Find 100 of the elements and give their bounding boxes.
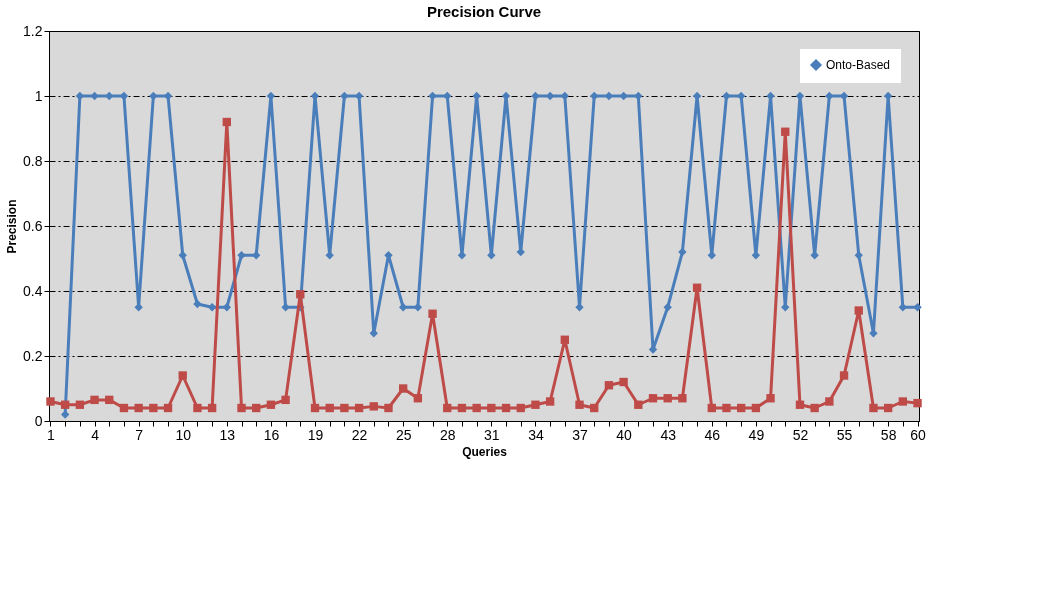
point [105,395,114,405]
point [178,371,187,380]
point [590,403,599,413]
point [134,403,143,413]
point [575,303,584,312]
x-tick-label: 46 [704,426,721,443]
point [60,410,70,419]
point [457,403,467,413]
x-tick-label: 43 [660,426,677,443]
y-tick-label: 0.6 [23,217,43,234]
x-tick-label: 13 [219,426,236,443]
point [207,303,217,312]
point [766,394,775,403]
point [193,403,202,413]
y-tick-label: 1 [34,87,43,104]
point [443,403,452,413]
point [369,402,378,411]
point [119,403,129,413]
point [163,403,173,413]
y-axis-title: Precision [5,199,20,254]
x-tick-label: 16 [263,426,280,443]
point [46,397,55,406]
point [428,309,437,318]
x-tick-label: 31 [484,426,500,443]
point [60,400,70,409]
point [751,403,761,413]
point [266,400,276,409]
point [296,290,305,299]
point [619,91,628,101]
point [854,251,863,260]
point [839,371,849,380]
point [678,394,687,403]
point [207,403,217,413]
point [487,251,496,260]
chart-title: Precision Curve [426,3,542,20]
point [869,403,878,413]
point [722,403,731,413]
y-tick-label: 0.2 [23,347,43,364]
x-tick-label: 49 [748,426,765,443]
point [178,251,187,260]
x-tick-label: 25 [395,426,412,443]
point [501,403,511,413]
point [604,381,614,390]
point [310,403,320,413]
point [325,403,334,413]
point [325,251,334,260]
point [472,403,481,413]
point [398,303,408,312]
point [354,403,364,413]
point [560,91,570,101]
point [237,251,246,260]
point [692,283,702,292]
point [678,247,687,257]
x-tick-label: 1 [47,426,56,443]
point [531,91,540,101]
point [810,403,819,413]
point [722,91,731,101]
point [781,303,790,312]
point [545,397,555,406]
point [531,400,540,409]
point [810,251,819,260]
x-tick-label: 58 [880,426,897,443]
x-tick-label: 4 [91,426,100,443]
x-tick-label: 34 [528,426,544,443]
x-tick-label: 28 [439,426,456,443]
y-tick-label: 0.4 [23,282,43,299]
point [663,303,672,312]
point [825,397,834,406]
x-tick-label: 52 [792,426,809,443]
x-tick-label: 7 [135,426,144,443]
point [149,403,158,413]
point [648,394,658,403]
point [663,394,672,403]
point [575,400,584,409]
point [795,400,805,409]
point [707,403,716,413]
point [105,91,114,101]
x-tick-label: 37 [572,426,589,443]
point [825,91,834,101]
point [281,395,290,405]
point [252,403,261,413]
point [707,251,716,260]
point [281,303,290,312]
x-tick-label: 40 [616,426,633,443]
x-tick-label: 60 [910,426,927,443]
x-tick-label: 10 [175,426,192,443]
point [751,251,761,260]
point [384,403,393,413]
point [428,91,437,101]
point [222,117,231,127]
point [590,91,599,101]
point [854,306,863,315]
point [413,303,423,312]
x-tick-label: 19 [307,426,324,443]
point [737,403,746,413]
point [913,398,922,408]
point [149,91,158,101]
point [193,299,202,309]
point [883,403,893,413]
x-tick-label: 22 [351,426,368,443]
